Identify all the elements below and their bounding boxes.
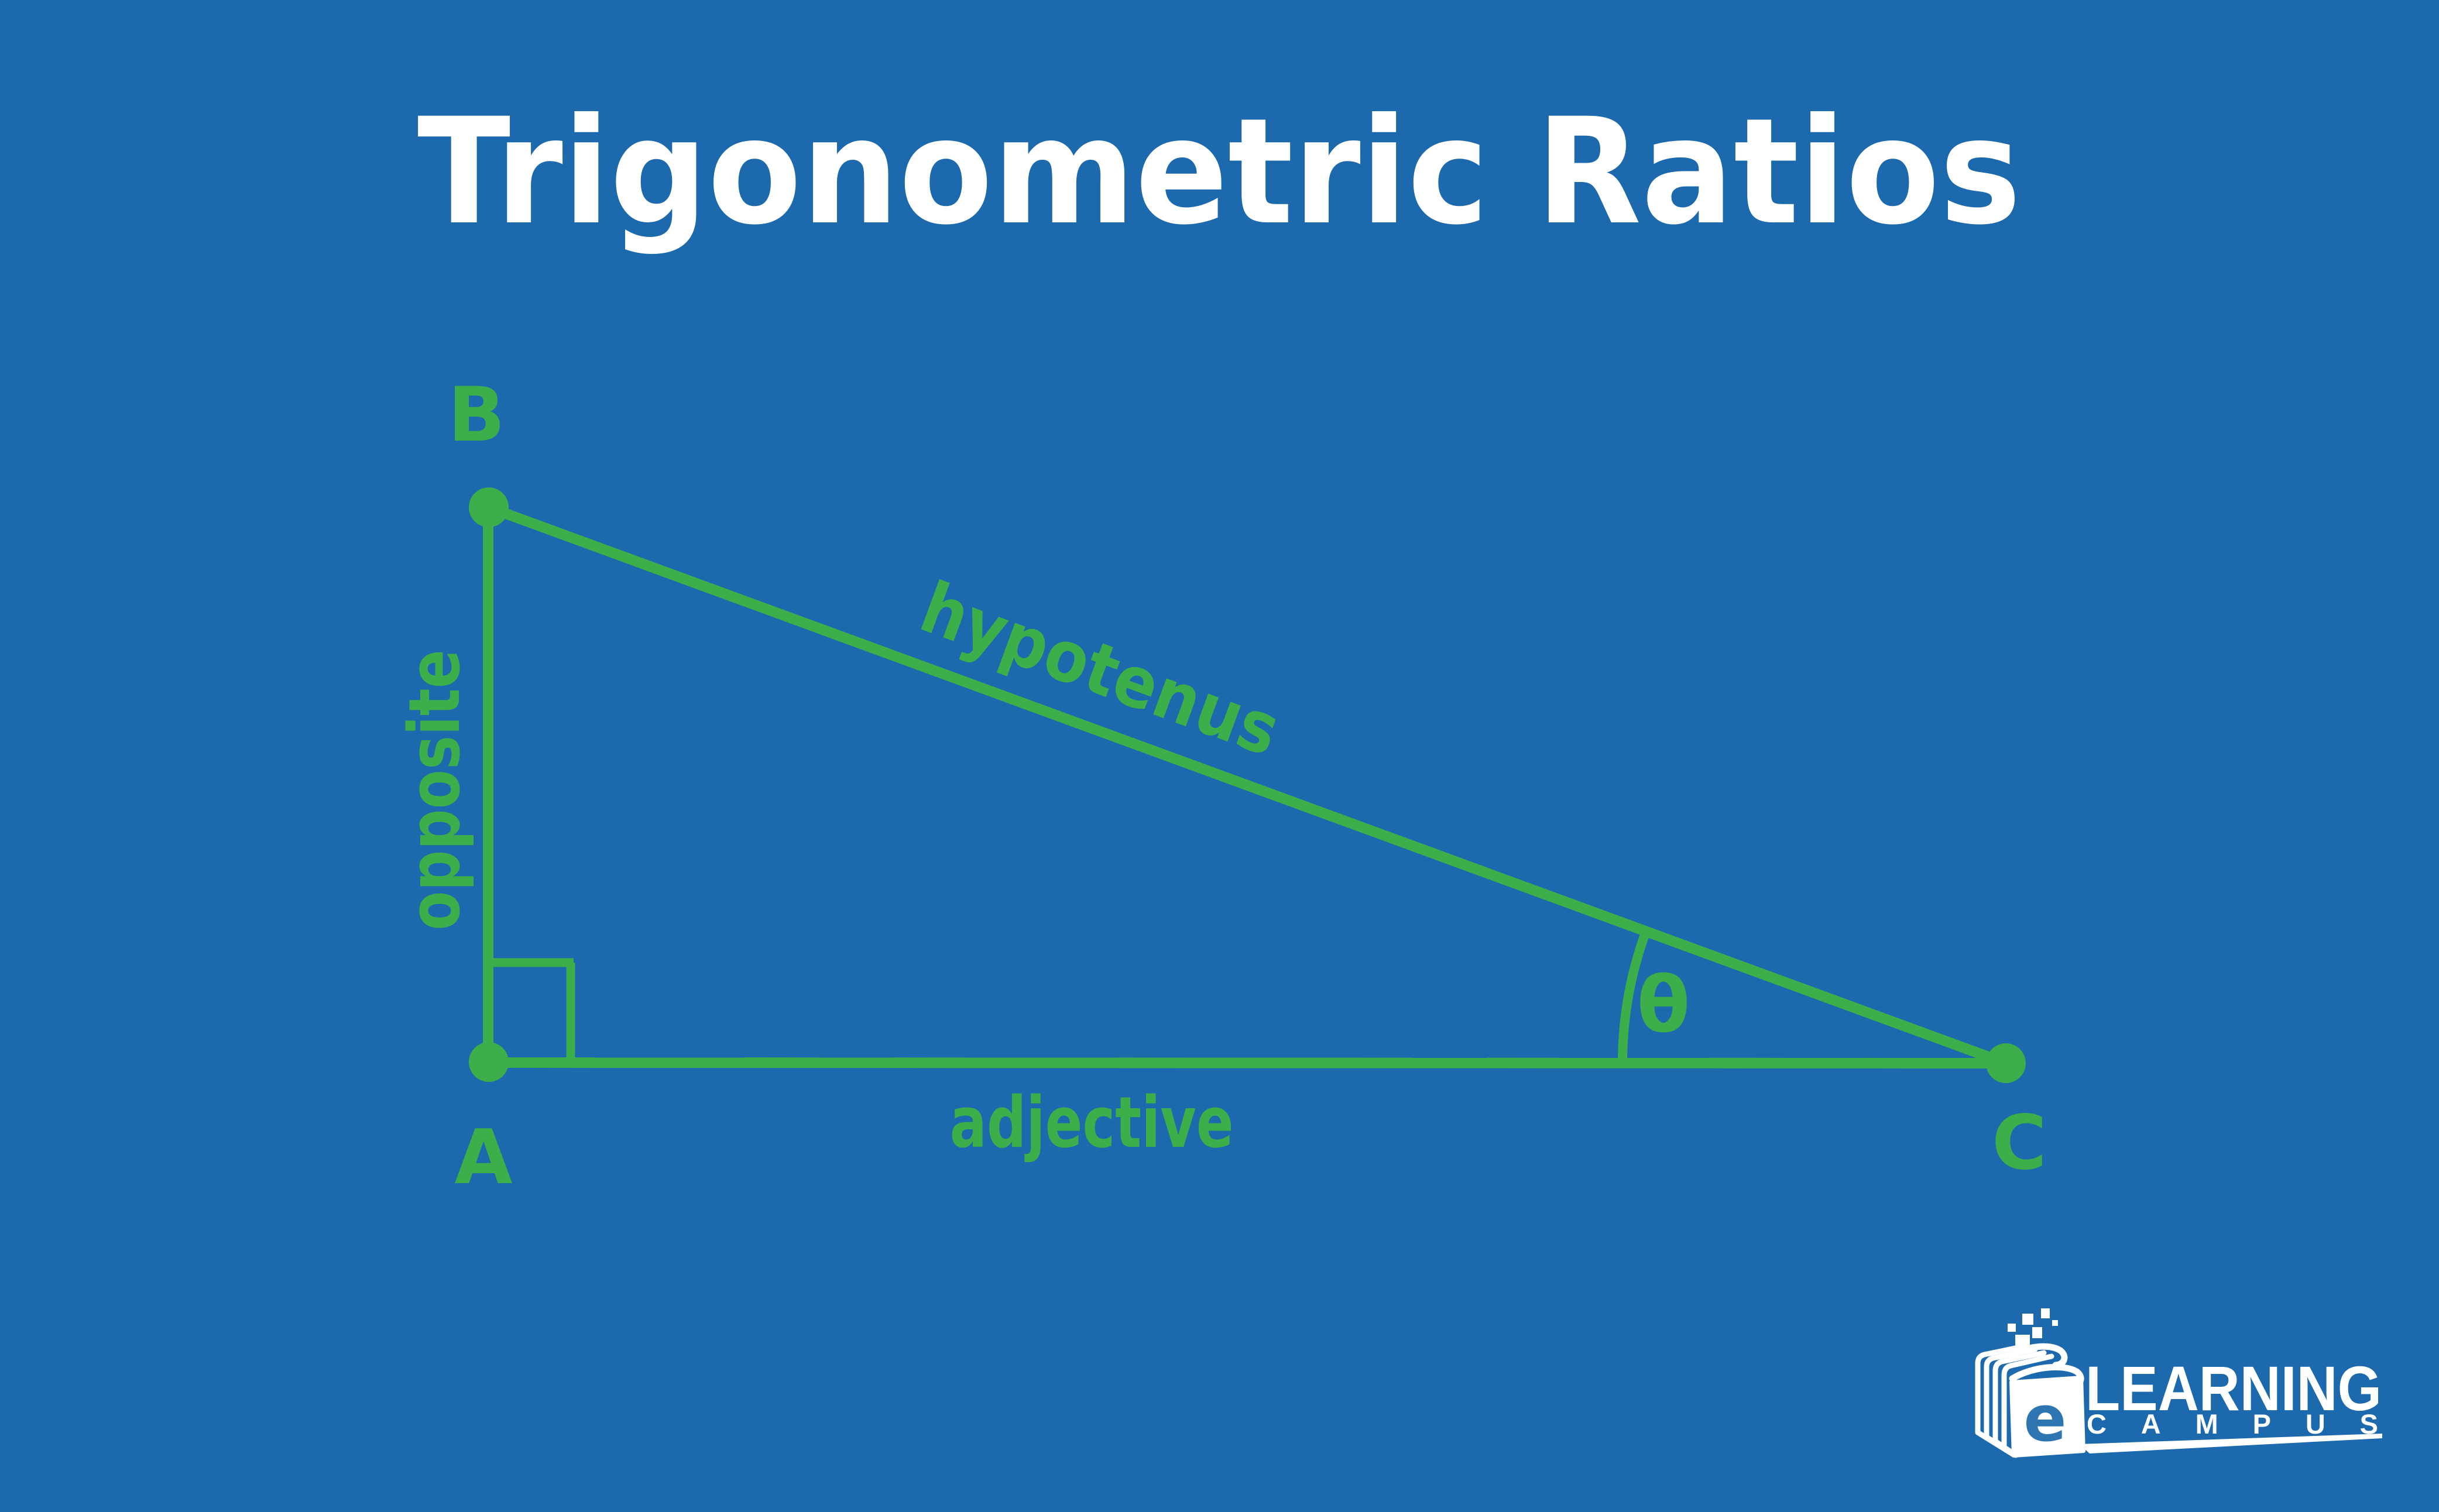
vertex-label-a: A [454, 1114, 512, 1201]
vertex-dot-a [469, 1042, 509, 1082]
vertex-dot-c [1986, 1043, 2026, 1083]
side-label-opposite: opposite [395, 650, 476, 930]
elearning-campus-logo: e LEARNING CAMPUS [1975, 1308, 2382, 1458]
book-icon: e [1975, 1343, 2085, 1458]
side-label-adjacent: adjective [950, 1083, 1234, 1164]
angle-theta-label: θ [1637, 960, 1690, 1050]
page-title: Trigonometric Ratios [417, 87, 2021, 257]
side-hypotenuse-line [486, 502, 2008, 1068]
vertex-dot-b [469, 487, 509, 527]
logo-text-learning: LEARNING [2085, 1353, 2382, 1424]
logo-swoosh [2079, 1434, 2382, 1453]
vertex-label-b: B [448, 372, 505, 459]
side-label-hypotenuse: hypotenus [910, 567, 1290, 772]
triangle-shape [469, 487, 2026, 1083]
right-angle-marker [488, 958, 575, 1062]
logo-e-letter: e [2023, 1383, 2066, 1456]
vertex-label-c: C [1992, 1099, 2047, 1187]
book-cover [2009, 1376, 2085, 1458]
angle-arc [1618, 930, 1651, 1064]
